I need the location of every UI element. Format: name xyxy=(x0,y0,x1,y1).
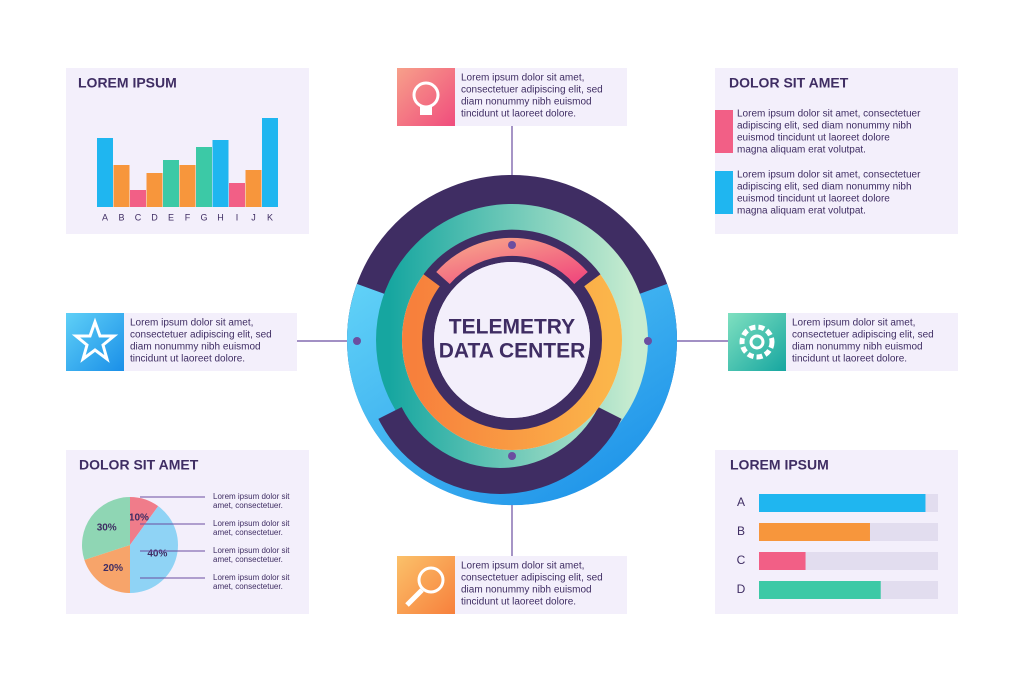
note-text: Lorem ipsum dolor sit xyxy=(213,573,290,582)
bar xyxy=(130,190,146,207)
callout-text: diam nonummy nibh euismod xyxy=(130,342,261,353)
chart-title: LOREM IPSUM xyxy=(730,457,829,473)
x-tick-label: K xyxy=(267,212,273,222)
bar xyxy=(97,138,113,207)
note-text: amet, consectetuer. xyxy=(213,501,283,510)
item-marker xyxy=(715,171,733,214)
bar xyxy=(146,173,163,207)
callout-text: consectetuer adipiscing elit, sed xyxy=(461,573,603,584)
callout-text: diam nonummy nibh euismod xyxy=(461,97,592,108)
item-text: adipiscing elit, sed diam nonummy nibh xyxy=(737,121,912,132)
bar xyxy=(229,183,245,207)
x-tick-label: A xyxy=(102,212,108,222)
callout-text: consectetuer adipiscing elit, sed xyxy=(130,330,272,341)
callout-text: tincidunt ut laoreet dolore. xyxy=(130,354,245,365)
chart-title: DOLOR SIT AMET xyxy=(79,457,199,473)
x-tick-label: I xyxy=(236,212,239,222)
x-tick-label: D xyxy=(151,212,158,222)
x-tick-label: F xyxy=(185,212,191,222)
callout-text: tincidunt ut laoreet dolore. xyxy=(461,109,576,120)
item-text: Lorem ipsum dolor sit amet, consectetuer xyxy=(737,109,921,120)
pie-slice xyxy=(130,506,179,593)
bar xyxy=(113,165,130,207)
note-text: amet, consectetuer. xyxy=(213,582,283,591)
item-text: Lorem ipsum dolor sit amet, consectetuer xyxy=(737,170,921,181)
category-label: D xyxy=(737,582,746,596)
pie-label: 40% xyxy=(147,549,167,560)
bar xyxy=(179,165,196,207)
note-text: Lorem ipsum dolor sit xyxy=(213,492,290,501)
bar xyxy=(262,118,278,207)
callout-text: Lorem ipsum dolor sit amet, xyxy=(792,318,915,329)
item-text: magna aliquam erat volutpat. xyxy=(737,145,866,156)
x-tick-label: E xyxy=(168,212,174,222)
pie-label: 20% xyxy=(103,563,123,574)
item-marker xyxy=(715,110,733,153)
panel-title: DOLOR SIT AMET xyxy=(729,75,849,91)
bar xyxy=(759,581,881,599)
center-title: DATA CENTER xyxy=(439,340,586,363)
item-text: magna aliquam erat volutpat. xyxy=(737,206,866,217)
callout-text: diam nonummy nibh euismod xyxy=(461,585,592,596)
icons xyxy=(66,68,786,614)
callout-text: tincidunt ut laoreet dolore. xyxy=(792,354,907,365)
pie-label: 30% xyxy=(97,523,117,534)
callout-text: Lorem ipsum dolor sit amet, xyxy=(461,73,584,84)
item-text: euismod tincidunt ut laoreet dolore xyxy=(737,194,890,205)
bar xyxy=(759,552,806,570)
category-label: A xyxy=(737,495,745,509)
center-title: TELEMETRY xyxy=(449,316,575,339)
x-tick-label: H xyxy=(217,212,224,222)
bar xyxy=(163,160,179,207)
chart-title: LOREM IPSUM xyxy=(78,75,177,91)
category-label: C xyxy=(737,553,746,567)
x-tick-label: J xyxy=(251,212,256,222)
note-text: amet, consectetuer. xyxy=(213,555,283,564)
note-text: Lorem ipsum dolor sit xyxy=(213,519,290,528)
x-tick-label: C xyxy=(135,212,142,222)
bar xyxy=(759,523,870,541)
item-text: adipiscing elit, sed diam nonummy nibh xyxy=(737,182,912,193)
panels xyxy=(66,68,958,614)
x-tick-label: B xyxy=(118,212,124,222)
callout-text: Lorem ipsum dolor sit amet, xyxy=(461,561,584,572)
category-label: B xyxy=(737,524,745,538)
pie-slice xyxy=(82,497,130,560)
note-text: amet, consectetuer. xyxy=(213,528,283,537)
item-text: euismod tincidunt ut laoreet dolore xyxy=(737,133,890,144)
pie-slice xyxy=(130,497,159,545)
callout-text: consectetuer adipiscing elit, sed xyxy=(461,85,603,96)
callout-text: consectetuer adipiscing elit, sed xyxy=(792,330,934,341)
bar xyxy=(196,147,212,207)
bar xyxy=(245,170,262,207)
bar xyxy=(212,140,229,207)
callout-text: Lorem ipsum dolor sit amet, xyxy=(130,318,253,329)
callout-text: diam nonummy nibh euismod xyxy=(792,342,923,353)
pie-slice xyxy=(84,545,130,593)
callout-text: tincidunt ut laoreet dolore. xyxy=(461,597,576,608)
note-text: Lorem ipsum dolor sit xyxy=(213,546,290,555)
connector-dots xyxy=(353,241,652,460)
x-tick-label: G xyxy=(200,212,207,222)
bar xyxy=(759,494,926,512)
pie-label: 10% xyxy=(129,512,149,523)
